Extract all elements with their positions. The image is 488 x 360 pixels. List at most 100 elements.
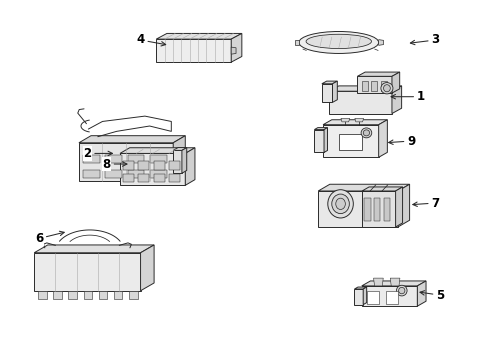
Bar [169, 174, 180, 183]
Polygon shape [361, 281, 425, 286]
Bar [105, 170, 122, 178]
Polygon shape [389, 278, 399, 286]
Polygon shape [314, 130, 324, 152]
Polygon shape [361, 187, 402, 191]
Ellipse shape [298, 31, 378, 54]
Polygon shape [173, 148, 186, 150]
Bar [122, 161, 134, 170]
Polygon shape [416, 281, 425, 306]
Polygon shape [140, 245, 154, 291]
Bar [153, 174, 164, 183]
Polygon shape [231, 33, 242, 62]
Polygon shape [328, 86, 401, 91]
Bar [169, 161, 180, 170]
Ellipse shape [331, 194, 348, 213]
Text: 1: 1 [390, 90, 424, 103]
Polygon shape [321, 84, 332, 102]
Bar [338, 134, 361, 150]
Polygon shape [34, 253, 140, 291]
Bar [383, 198, 389, 221]
Ellipse shape [363, 130, 369, 136]
Bar [370, 81, 377, 91]
Ellipse shape [396, 285, 406, 296]
Polygon shape [323, 125, 378, 157]
Text: 9: 9 [388, 135, 415, 148]
Polygon shape [324, 127, 327, 152]
Polygon shape [397, 184, 409, 227]
Polygon shape [294, 40, 298, 45]
Polygon shape [391, 86, 401, 113]
Polygon shape [332, 81, 337, 102]
Bar [82, 170, 100, 178]
Polygon shape [83, 291, 92, 300]
Bar [138, 174, 149, 183]
Bar [105, 155, 122, 163]
Polygon shape [99, 291, 107, 300]
Polygon shape [378, 120, 386, 157]
Polygon shape [391, 72, 399, 93]
Polygon shape [38, 291, 46, 300]
Polygon shape [328, 91, 391, 113]
Bar [82, 155, 100, 163]
Ellipse shape [383, 85, 389, 92]
Text: 6: 6 [35, 231, 64, 245]
Polygon shape [185, 148, 195, 185]
Ellipse shape [305, 34, 371, 49]
Polygon shape [114, 291, 122, 300]
Polygon shape [173, 150, 182, 173]
Bar [366, 291, 378, 304]
Polygon shape [79, 136, 185, 143]
Ellipse shape [327, 190, 353, 218]
Bar [122, 174, 134, 183]
Polygon shape [173, 136, 185, 181]
Text: 2: 2 [83, 147, 112, 160]
Ellipse shape [360, 128, 371, 138]
Polygon shape [354, 118, 363, 122]
Polygon shape [314, 127, 327, 130]
Polygon shape [354, 287, 366, 289]
Polygon shape [129, 291, 138, 300]
Text: 5: 5 [419, 289, 444, 302]
Polygon shape [361, 191, 395, 227]
Text: 4: 4 [136, 33, 165, 46]
Polygon shape [373, 278, 383, 286]
Bar [153, 161, 164, 170]
Polygon shape [318, 191, 397, 227]
Bar [361, 81, 367, 91]
Bar [364, 198, 370, 221]
Polygon shape [34, 245, 154, 253]
Polygon shape [53, 291, 61, 300]
Bar [127, 170, 144, 178]
Polygon shape [361, 286, 416, 306]
Ellipse shape [335, 198, 345, 210]
Bar [385, 291, 397, 304]
Polygon shape [318, 184, 409, 191]
Polygon shape [231, 47, 236, 54]
Polygon shape [357, 72, 399, 76]
Polygon shape [120, 153, 185, 185]
Text: 7: 7 [412, 197, 439, 210]
Polygon shape [120, 148, 195, 153]
Polygon shape [357, 76, 391, 93]
Polygon shape [378, 40, 383, 45]
Polygon shape [182, 148, 186, 173]
Polygon shape [79, 143, 173, 181]
Polygon shape [354, 289, 363, 305]
Polygon shape [363, 287, 366, 305]
Bar [127, 155, 144, 163]
Bar [373, 198, 380, 221]
Bar [380, 81, 386, 91]
Polygon shape [340, 118, 349, 122]
Polygon shape [156, 39, 231, 62]
Bar [138, 161, 149, 170]
Polygon shape [156, 33, 242, 39]
Polygon shape [395, 187, 402, 227]
Text: 8: 8 [102, 158, 127, 171]
Ellipse shape [398, 287, 404, 294]
Polygon shape [321, 81, 337, 84]
Bar [149, 170, 166, 178]
Text: 3: 3 [409, 33, 439, 46]
Bar [149, 155, 166, 163]
Polygon shape [68, 291, 77, 300]
Polygon shape [323, 120, 386, 125]
